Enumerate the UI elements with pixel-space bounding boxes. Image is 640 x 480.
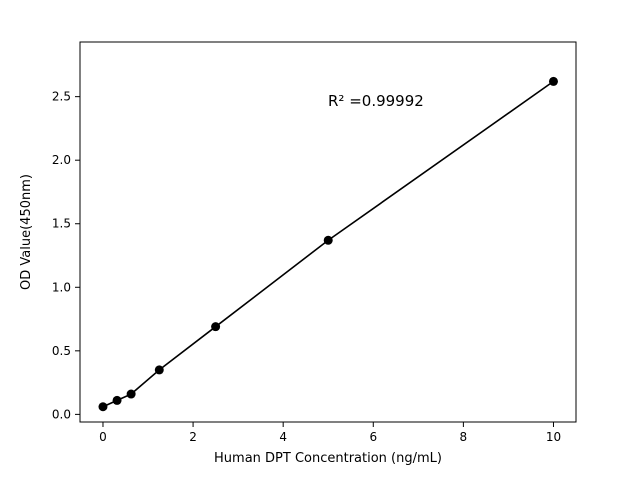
y-tick-label: 0.0 (52, 407, 71, 421)
data-point (112, 395, 122, 405)
data-point (211, 322, 221, 332)
y-tick-label: 2.5 (52, 90, 71, 104)
y-axis-label: OD Value(450nm) (19, 174, 34, 290)
x-axis-label: Human DPT Concentration (ng/mL) (214, 451, 442, 466)
y-tick-label: 0.5 (52, 344, 71, 358)
y-tick-label: 1.5 (52, 217, 71, 231)
data-point (126, 389, 136, 399)
data-point (323, 235, 333, 245)
x-tick-label: 6 (369, 430, 377, 444)
data-point (154, 365, 164, 375)
y-tick-label: 1.0 (52, 280, 71, 294)
axes-frame (79, 41, 577, 423)
x-tick-label: 2 (189, 430, 197, 444)
x-tick-label: 8 (460, 430, 468, 444)
data-point (98, 402, 108, 412)
y-tick-label: 2.0 (52, 153, 71, 167)
x-tick-label: 10 (546, 430, 561, 444)
r-squared-annotation: R² =0.99992 (328, 92, 424, 110)
data-point (548, 76, 558, 86)
x-tick-label: 0 (99, 430, 107, 444)
x-tick-label: 4 (279, 430, 287, 444)
